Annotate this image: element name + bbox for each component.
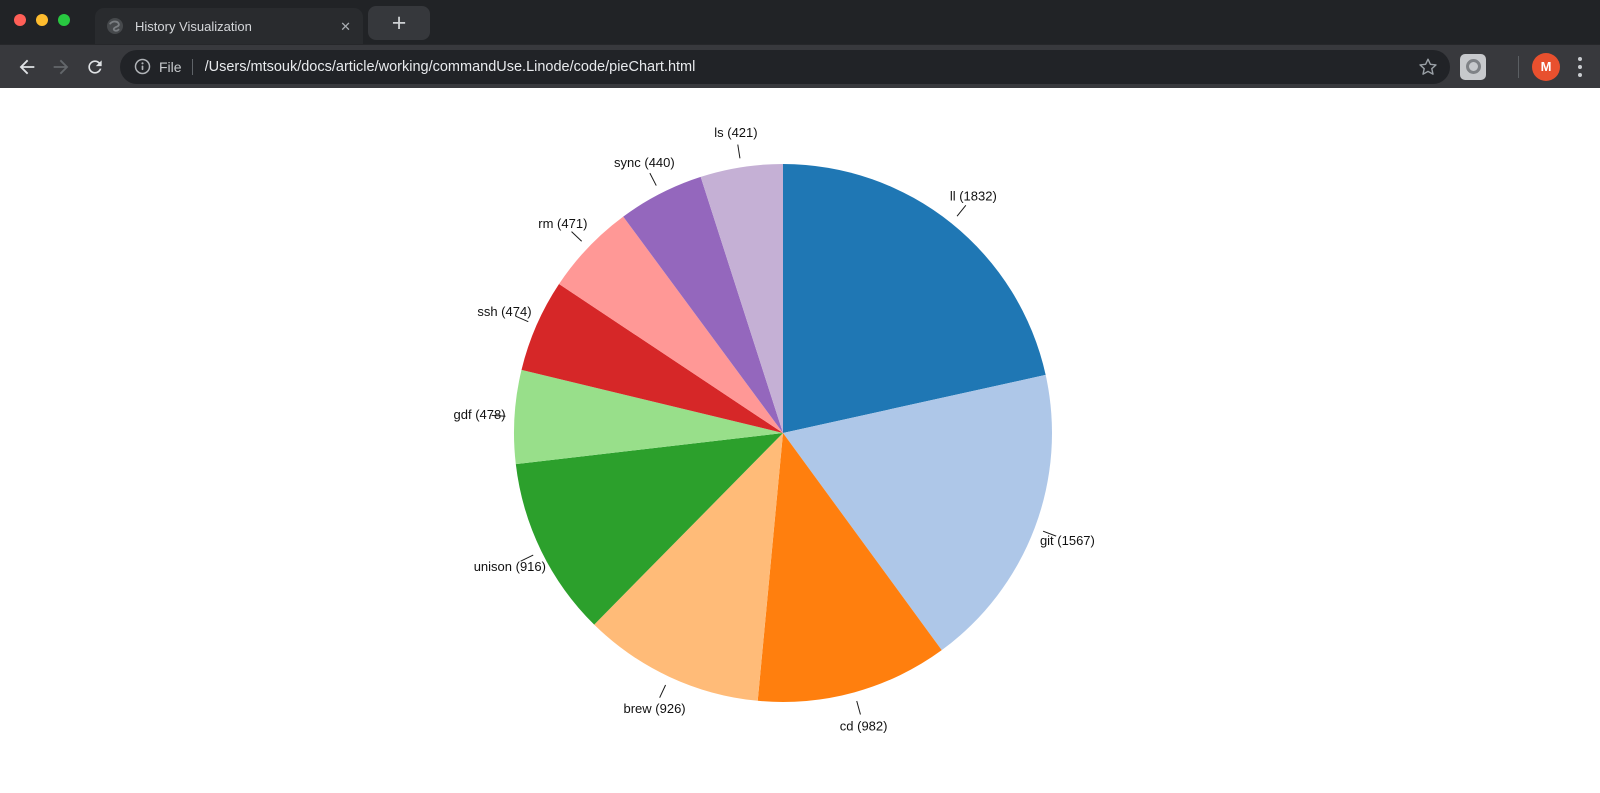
slice-label-ll: ll (1832) (950, 188, 997, 203)
label-tick-git (1042, 530, 1057, 537)
label-tick-ll (956, 205, 967, 217)
label-tick-ls (737, 144, 741, 159)
pie-slice-ls (700, 164, 783, 433)
address-bar[interactable]: File /Users/mtsouk/docs/article/working/… (120, 49, 1450, 84)
back-button[interactable] (10, 50, 44, 84)
browser-tab[interactable]: History Visualization ✕ (95, 8, 363, 44)
pie-slice-rm (559, 216, 783, 433)
minimize-window-button[interactable] (36, 14, 48, 26)
slice-label-ssh: ssh (474) (477, 304, 531, 319)
url-separator (191, 58, 193, 75)
tab-strip: History Visualization ✕ + (0, 0, 1600, 44)
pie-slice-unison (515, 433, 783, 625)
slice-label-cd: cd (982) (840, 719, 888, 734)
tab-close-icon[interactable]: ✕ (340, 18, 351, 34)
tab-title: History Visualization (135, 18, 252, 34)
label-tick-gdf (491, 414, 506, 417)
pie-slice-ll (783, 164, 1046, 433)
url-scheme-label: File (159, 58, 182, 75)
zoom-window-button[interactable] (58, 14, 70, 26)
label-tick-cd (856, 700, 861, 715)
url-text[interactable]: /Users/mtsouk/docs/article/working/comma… (204, 58, 696, 75)
pie-slice-cd (757, 433, 942, 703)
close-window-button[interactable] (14, 14, 26, 26)
browser-toolbar: File /Users/mtsouk/docs/article/working/… (0, 44, 1600, 88)
window-controls (14, 14, 70, 26)
slice-label-sync: sync (440) (614, 155, 675, 170)
arrow-right-icon (53, 59, 69, 74)
forward-button[interactable] (44, 50, 78, 84)
reload-button[interactable] (78, 50, 112, 84)
extension-logo-icon (1465, 59, 1481, 74)
toolbar-right-cluster: M (1460, 52, 1586, 81)
slice-label-ls: ls (421) (714, 125, 757, 140)
bookmark-star-icon[interactable] (1418, 57, 1438, 77)
avatar[interactable]: M (1532, 52, 1560, 81)
toolbar-divider (1518, 55, 1519, 78)
pie-slice-ssh (521, 284, 783, 433)
pie-slice-sync (623, 176, 783, 433)
pie-slice-gdf (513, 369, 783, 465)
refresh-icon (88, 59, 102, 74)
label-tick-brew (659, 684, 667, 698)
pie-slice-brew (594, 433, 783, 701)
new-tab-button[interactable]: + (368, 6, 430, 40)
slice-label-unison: unison (916) (474, 559, 546, 574)
label-tick-rm (571, 231, 583, 242)
pie-chart: ll (1832) git (1567) cd (982) brew (926) uni… (454, 125, 1095, 734)
label-tick-sync (649, 172, 657, 186)
label-tick-unison (520, 554, 534, 562)
slice-label-rm: rm (471) (538, 216, 587, 231)
page-favicon-icon (107, 18, 123, 34)
label-tick-ssh (515, 315, 529, 323)
slice-label-git: git (1567) (1040, 533, 1095, 548)
page-content: ll (1832) git (1567) cd (982) brew (926) uni… (0, 88, 1600, 793)
slice-label-brew: brew (926) (624, 701, 686, 716)
page-info-icon[interactable] (134, 58, 151, 75)
extension-icon[interactable] (1460, 53, 1486, 80)
browser-menu-icon[interactable] (1574, 53, 1586, 81)
pie-slice-git (783, 374, 1052, 651)
plus-icon: + (391, 8, 407, 37)
arrow-left-icon (19, 59, 35, 74)
slice-label-gdf: gdf (478) (454, 407, 506, 422)
